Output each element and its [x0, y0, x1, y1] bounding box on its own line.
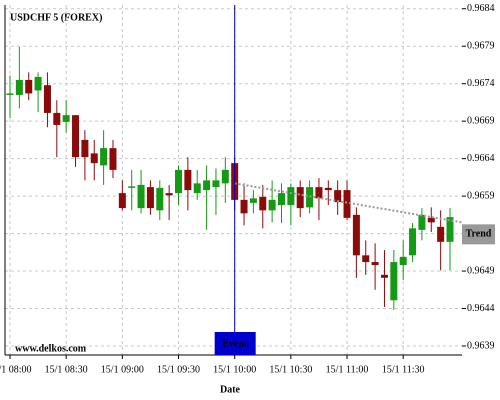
- candle-body: [100, 148, 108, 166]
- candle-body: [343, 190, 351, 218]
- candle-body: [109, 148, 117, 170]
- candle-body: [15, 79, 23, 95]
- candle-body: [156, 187, 164, 211]
- candle-body: [175, 169, 183, 194]
- trend-label: Trend: [466, 229, 492, 240]
- candle-body: [259, 196, 267, 211]
- y-tick-label: 0.9679: [467, 41, 495, 52]
- candle-body: [380, 274, 388, 278]
- candle-body: [268, 199, 276, 211]
- candle-body: [203, 180, 211, 191]
- candle-body: [90, 153, 98, 164]
- candle-body: [418, 214, 426, 230]
- candle-body: [334, 190, 342, 203]
- candle-body: [146, 187, 154, 209]
- candle-body: [277, 193, 285, 206]
- candle-body: [296, 187, 304, 209]
- trend-line: [234, 182, 463, 224]
- candle-body: [352, 214, 360, 256]
- y-tick-label: 0.9664: [467, 153, 495, 164]
- y-tick-label: 0.9644: [467, 303, 495, 314]
- candle-body: [118, 193, 126, 209]
- x-tick-label: 15/1 09:00: [101, 364, 144, 375]
- x-tick-label: 15/1 11:30: [382, 364, 425, 375]
- candle-body: [427, 217, 435, 223]
- candle-body: [53, 112, 61, 125]
- watermark: www.delkos.com: [15, 343, 87, 354]
- y-tick-label: 0.9659: [467, 190, 495, 201]
- x-axis-title: Date: [220, 384, 241, 395]
- x-tick-label: 15/1 10:00: [213, 364, 256, 375]
- candle-body: [249, 198, 257, 203]
- candle-body: [324, 187, 332, 191]
- candle-body: [240, 199, 248, 214]
- candle-body: [43, 85, 51, 113]
- candle-body: [371, 262, 379, 266]
- candle-body: [193, 183, 201, 194]
- y-tick-label: 0.9669: [467, 115, 495, 126]
- x-tick-label: 15/1 11:00: [326, 364, 369, 375]
- trend-box: [462, 224, 495, 245]
- candle-body: [315, 187, 323, 199]
- x-tick-label: 15/1 08:30: [45, 364, 88, 375]
- candle-body: [446, 217, 454, 242]
- candle-body: [25, 79, 33, 94]
- candle-body: [34, 76, 42, 91]
- candle-body: [437, 226, 445, 242]
- candle-body: [137, 184, 145, 209]
- x-tick-label: 15/1 09:30: [157, 364, 200, 375]
- candle-body: [306, 187, 314, 208]
- candle-body: [165, 193, 173, 196]
- candle-body: [128, 186, 136, 188]
- y-tick-label: 0.9684: [467, 3, 495, 14]
- chart-title: USDCHF 5 (FOREX): [10, 12, 102, 23]
- x-tick-label: 15/1 08:00: [0, 364, 32, 375]
- y-tick-label: 0.9639: [467, 340, 495, 351]
- candle-body: [409, 228, 417, 256]
- event-label: Event: [222, 338, 248, 349]
- event-box: [214, 332, 256, 355]
- candle-body: [212, 180, 220, 188]
- y-tick-label: 0.9649: [467, 265, 495, 276]
- candle-body: [72, 115, 80, 158]
- candle-body: [390, 262, 398, 301]
- candle-body: [287, 187, 295, 206]
- candle-body: [62, 115, 70, 122]
- y-tick-label: 0.9674: [467, 78, 495, 89]
- candle-body: [184, 169, 192, 191]
- candle-body: [6, 93, 14, 95]
- candle-body: [362, 255, 370, 263]
- candle-body: [399, 256, 407, 266]
- candle-body: [221, 169, 229, 184]
- x-tick-label: 15/1 10:30: [269, 364, 312, 375]
- candle-body: [81, 139, 89, 158]
